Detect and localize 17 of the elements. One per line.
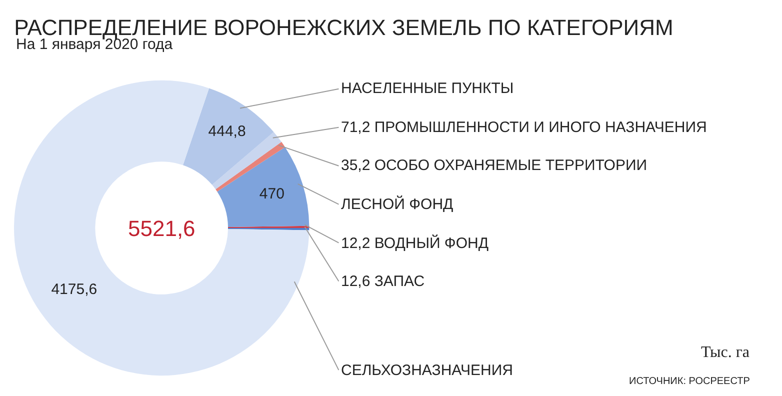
donut-slice <box>217 147 310 228</box>
slice-label: ЛЕСНОЙ ФОНД <box>341 195 454 213</box>
text: ИСТОЧНИК: РОСРЕЕСТР <box>629 376 750 387</box>
slice-label: НАСЕЛЕННЫЕ ПУНКТЫ <box>341 80 514 97</box>
slice-label: 71,2 ПРОМЫШЛЕННОСТИ И ИНОГО НАЗНАЧЕНИЯ <box>341 119 707 136</box>
text: Тыс. га <box>701 344 750 361</box>
slice-label: СЕЛЬХОЗНАЗНАЧЕНИЯ <box>341 362 513 379</box>
slice-label: 35,2 ОСОБО ОХРАНЯЕМЫЕ ТЕРРИТОРИИ <box>341 157 648 174</box>
text: 5521,6 <box>128 216 196 241</box>
data-label: 444,8 <box>208 122 246 140</box>
slice-label: 12,6 ЗАПАС <box>341 273 425 290</box>
data-label: 470 <box>259 186 284 203</box>
donut-slice <box>14 80 310 376</box>
donut-slice <box>182 88 274 185</box>
slice-label: 12,2 ВОДНЫЙ ФОНД <box>341 234 488 252</box>
data-label: 4175,6 <box>51 281 98 298</box>
chart-title: РАСПРЕДЕЛЕНИЕ ВОРОНЕЖСКИХ ЗЕМЕЛЬ ПО КАТЕГОРИЯМ <box>14 15 674 40</box>
